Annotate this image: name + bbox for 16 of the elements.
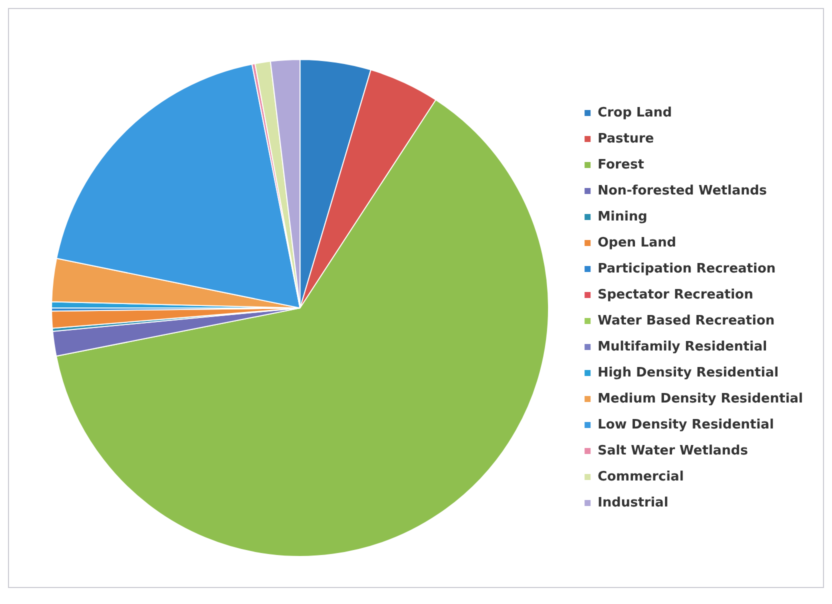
legend-label: Mining: [598, 209, 648, 224]
legend-label: Participation Recreation: [598, 261, 776, 276]
legend-label: Open Land: [598, 235, 676, 250]
legend-label: High Density Residential: [598, 365, 779, 380]
legend-label: Medium Density Residential: [598, 391, 804, 406]
legend-label: Commercial: [598, 469, 684, 484]
legend-label: Forest: [598, 157, 644, 172]
legend-label: Salt Water Wetlands: [598, 443, 748, 458]
legend-label: Crop Land: [598, 105, 672, 120]
legend-label: Industrial: [598, 495, 668, 510]
legend-label: Multifamily Residential: [598, 339, 768, 354]
legend-label: Low Density Residential: [598, 417, 774, 432]
legend-label: Water Based Recreation: [598, 313, 775, 328]
legend-label: Pasture: [598, 131, 654, 146]
legend-label: Non-forested Wetlands: [598, 183, 768, 198]
legend-label: Spectator Recreation: [598, 287, 754, 302]
